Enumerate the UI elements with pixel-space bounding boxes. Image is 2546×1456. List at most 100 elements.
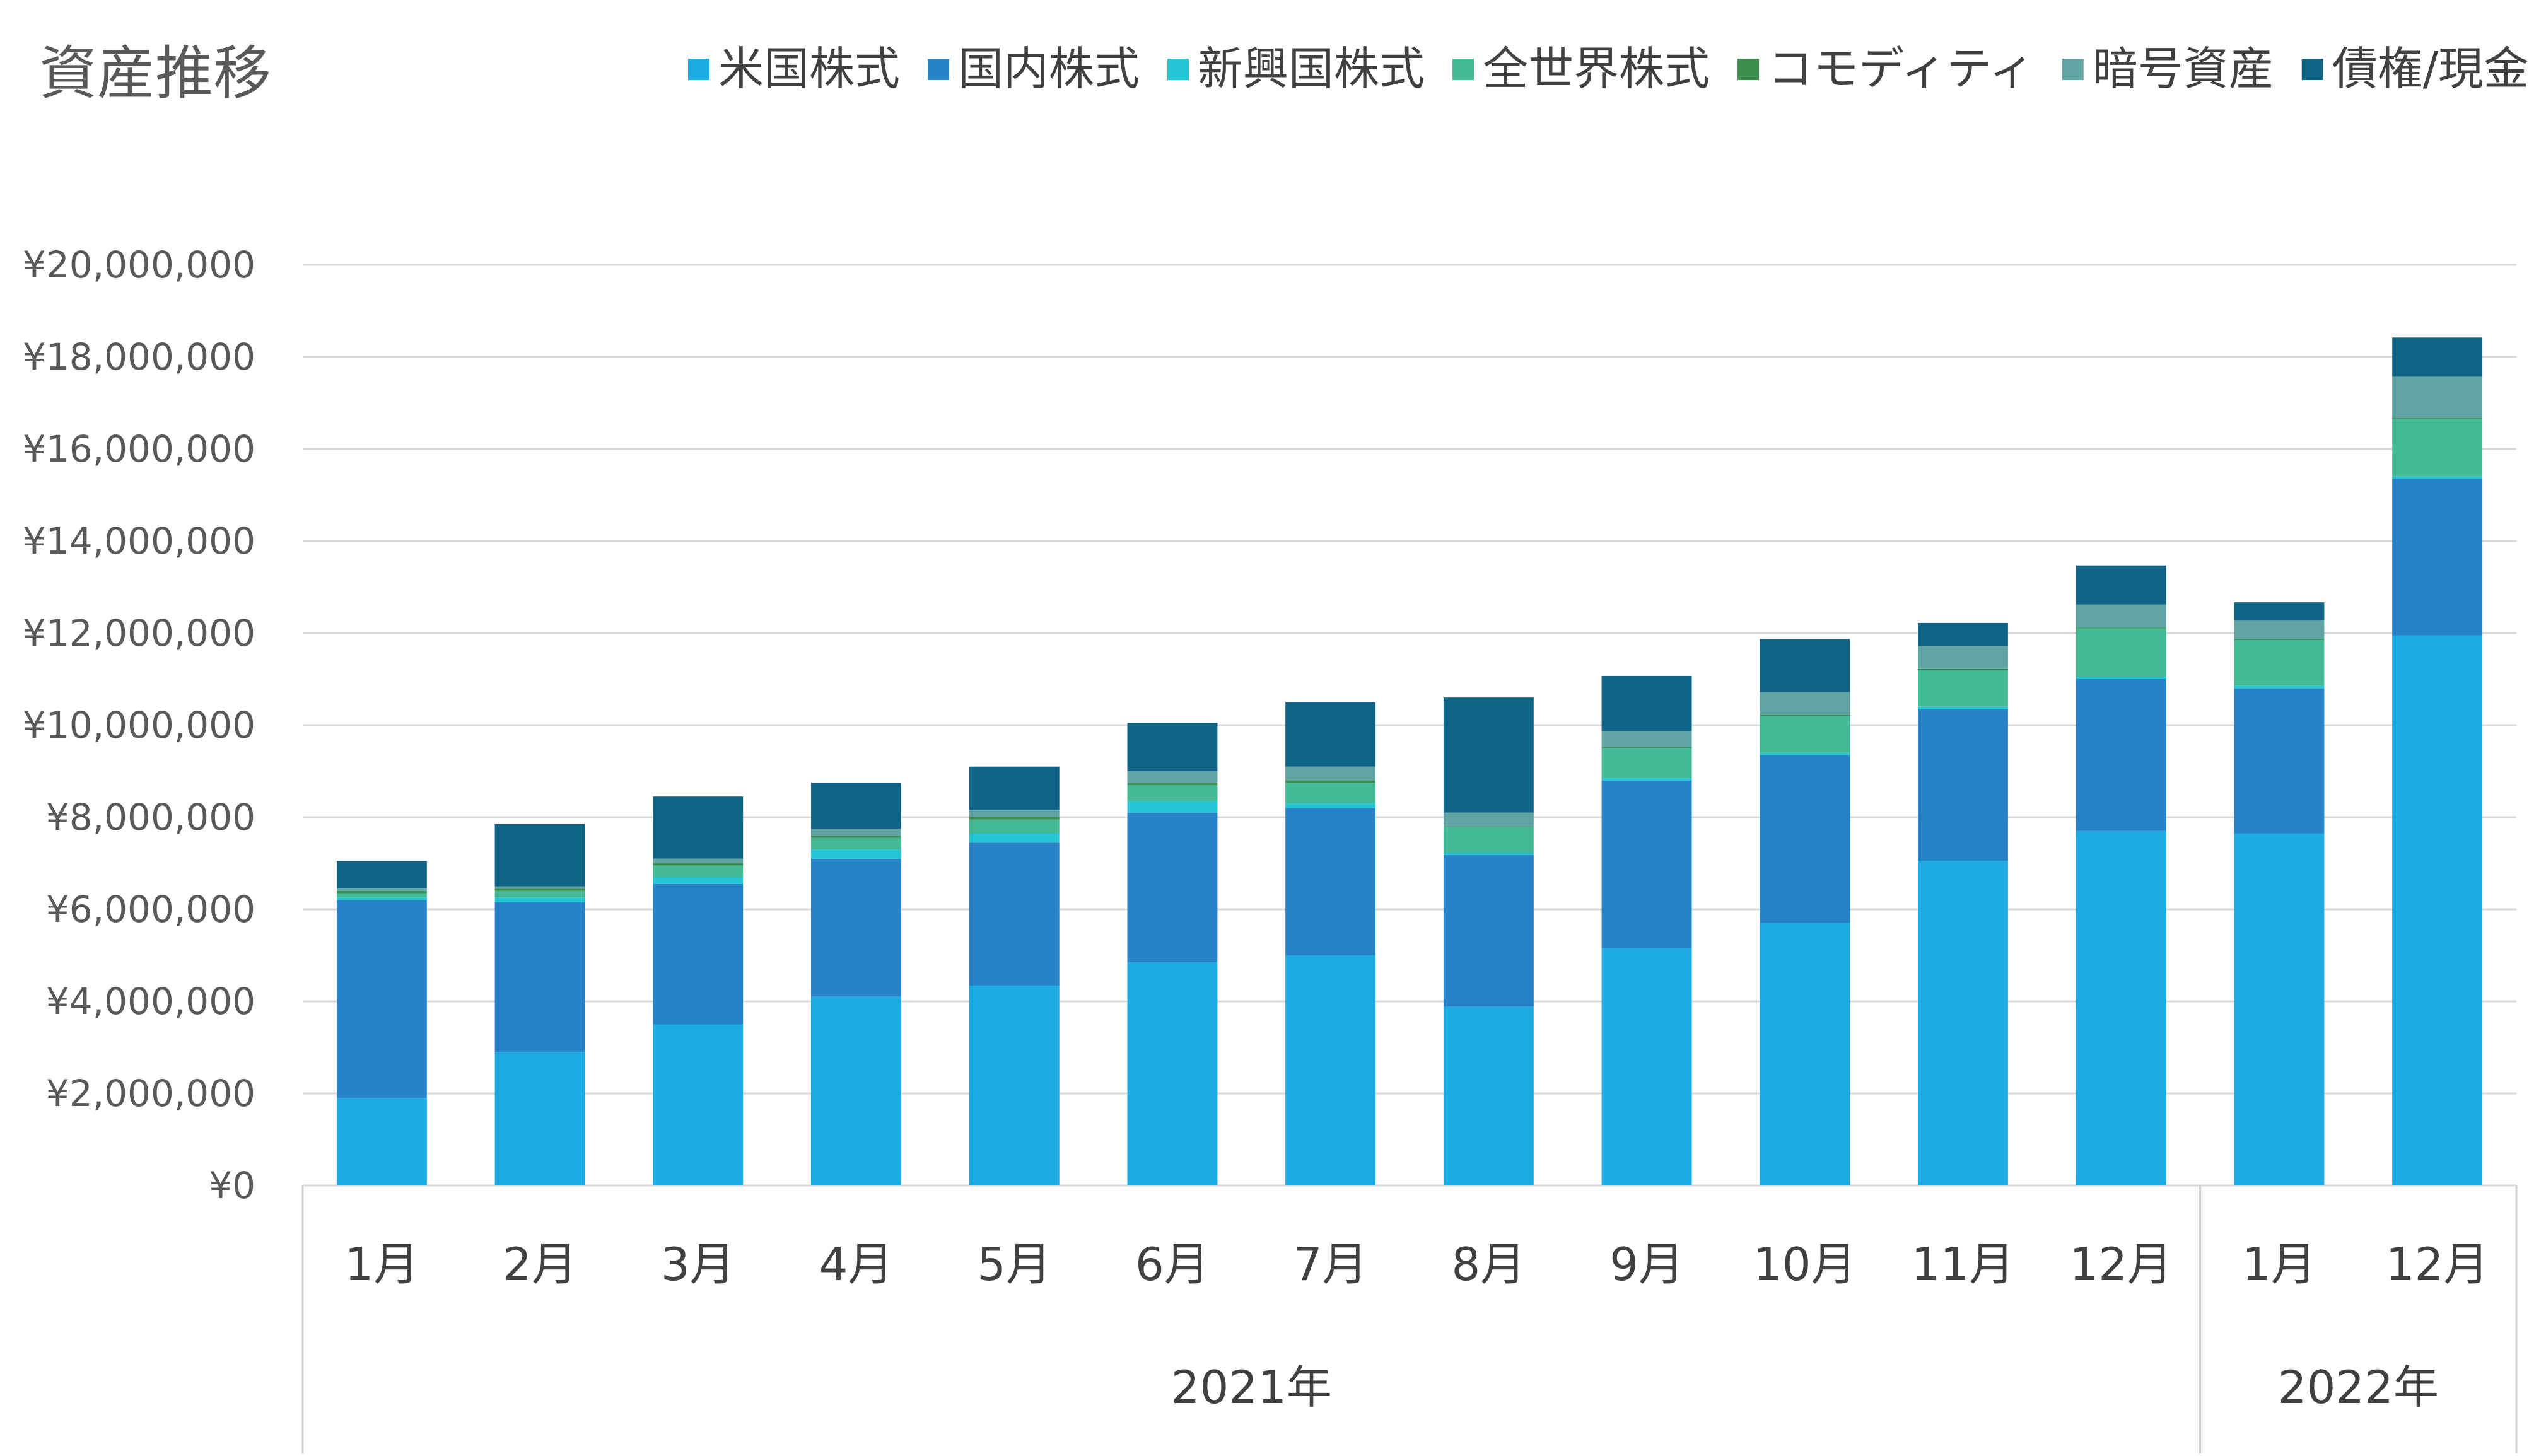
- legend-swatch: [2301, 59, 2323, 80]
- bar-segment: [811, 783, 901, 829]
- bar-segment: [2076, 628, 2166, 677]
- x-tick-label: 10月: [1753, 1238, 1857, 1291]
- bar-stack: [811, 783, 901, 1185]
- year-group-label: 2021年: [1171, 1361, 1332, 1414]
- bar-segment: [1601, 747, 1692, 748]
- bar-segment: [1443, 697, 1534, 813]
- bar-segment: [1285, 702, 1376, 767]
- bar-segment: [1760, 639, 1850, 692]
- legend-swatch: [1737, 59, 1760, 80]
- bar-segment: [653, 1024, 744, 1185]
- bar-segment: [2392, 476, 2483, 479]
- bar-stack: [1601, 675, 1692, 1185]
- bar-segment: [2392, 479, 2483, 636]
- bar-stack: [1760, 639, 1850, 1185]
- chart-title: 資産推移: [39, 40, 271, 107]
- bar-segment: [1760, 714, 1850, 716]
- legend-label: 暗号資産: [2093, 42, 2274, 95]
- y-tick-label: ¥2,000,000: [46, 1072, 255, 1115]
- bar-segment: [2076, 565, 2166, 605]
- x-tick-label: 6月: [1135, 1238, 1210, 1291]
- bar-segment: [1127, 771, 1218, 783]
- x-tick-label: 5月: [977, 1238, 1051, 1291]
- legend-label: 国内株式: [958, 42, 1140, 95]
- legend-item: 暗号資産: [2062, 42, 2274, 95]
- legend-label: 全世界株式: [1483, 42, 1710, 95]
- y-tick-label: ¥0: [209, 1164, 255, 1207]
- bar-segment: [811, 836, 901, 838]
- bar-segment: [1918, 622, 2008, 646]
- bar-segment: [1760, 716, 1850, 753]
- bar-segment: [1760, 692, 1850, 715]
- bar-segment: [1285, 766, 1376, 781]
- bar-segment: [1127, 812, 1218, 962]
- bar-stack: [1443, 697, 1534, 1185]
- legend-swatch: [688, 59, 709, 80]
- bar-segment: [2076, 830, 2166, 1185]
- bar-segment: [811, 849, 901, 859]
- legend-swatch: [1167, 59, 1189, 80]
- bar-segment: [1601, 780, 1692, 949]
- bar-segment: [336, 890, 427, 894]
- bar-segment: [1443, 826, 1534, 828]
- bar-segment: [1601, 675, 1692, 731]
- bar-segment: [1127, 783, 1218, 785]
- bar-segment: [1285, 780, 1376, 783]
- y-tick-label: ¥6,000,000: [46, 888, 255, 931]
- bar-segment: [1918, 668, 2008, 670]
- bar-segment: [1918, 646, 2008, 669]
- bar-segment: [494, 886, 585, 889]
- x-tick-label: 9月: [1609, 1238, 1684, 1291]
- legend: 米国株式 国内株式 新興国株式 全世界株式 コモディティ 暗号資産 債権/現金: [688, 42, 2529, 95]
- bar-segment: [1601, 748, 1692, 778]
- bar-segment: [1285, 955, 1376, 1185]
- bar-segment: [2076, 679, 2166, 831]
- bar-segment: [494, 888, 585, 891]
- bar-segment: [1760, 752, 1850, 755]
- bar-segment: [2234, 686, 2325, 689]
- legend-swatch: [928, 59, 949, 80]
- x-tick-label: 1月: [2242, 1238, 2316, 1291]
- x-axis: 1月 2月 3月 4月 5月 6月 7月 8月 9月 10月 11月 12月 1月 12月 2021年 202…: [301, 1185, 2518, 1453]
- bar-segment: [336, 897, 427, 900]
- y-tick-label: ¥14,000,000: [23, 520, 255, 562]
- bar-segment: [1760, 923, 1850, 1185]
- bar-stack: [653, 796, 744, 1185]
- y-tick-label: ¥4,000,000: [46, 980, 255, 1023]
- x-tick-label: 1月: [344, 1238, 419, 1291]
- legend-item: コモディティ: [1737, 42, 2035, 95]
- bar-segment: [494, 1052, 585, 1185]
- bar-stack: [336, 861, 427, 1185]
- bar-segment: [2076, 604, 2166, 628]
- bar-segment: [653, 883, 744, 1025]
- bar-segment: [1285, 783, 1376, 804]
- bar-segment: [1127, 962, 1218, 1185]
- x-tick-label: 2月: [503, 1238, 577, 1291]
- bar-segment: [1601, 778, 1692, 781]
- bar-stack: [494, 824, 585, 1185]
- bar-segment: [969, 833, 1060, 843]
- bar-segment: [2234, 833, 2325, 1185]
- y-tick-label: ¥16,000,000: [23, 428, 255, 470]
- bar-stack: [1285, 702, 1376, 1185]
- bar-segment: [969, 985, 1060, 1185]
- bar-segment: [2234, 639, 2325, 686]
- x-tick-label: 12月: [2069, 1238, 2173, 1291]
- bar-segment: [1443, 812, 1534, 827]
- bar-stack: [2392, 337, 2483, 1185]
- bar-segment: [494, 890, 585, 898]
- bar-segment: [2234, 620, 2325, 639]
- bar-segment: [1601, 731, 1692, 747]
- legend-label: 米国株式: [718, 42, 900, 95]
- bar-segment: [2234, 602, 2325, 621]
- x-tick-label: 4月: [819, 1238, 894, 1291]
- bar-segment: [336, 893, 427, 898]
- bar-segment: [1443, 854, 1534, 1007]
- bar-segment: [2234, 639, 2325, 640]
- gridlines: [303, 264, 2516, 1187]
- bar-segment: [1127, 723, 1218, 771]
- legend-swatch: [2062, 59, 2084, 80]
- legend-swatch: [1452, 59, 1474, 80]
- y-tick-label: ¥20,000,000: [23, 243, 255, 286]
